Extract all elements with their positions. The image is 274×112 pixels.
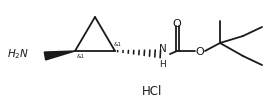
Text: HCl: HCl xyxy=(142,85,162,98)
Polygon shape xyxy=(44,52,75,60)
Text: &1: &1 xyxy=(114,42,122,47)
Text: N: N xyxy=(159,44,167,54)
Text: $H_2N$: $H_2N$ xyxy=(7,47,29,60)
Text: H: H xyxy=(160,59,166,68)
Text: O: O xyxy=(196,47,204,56)
Text: &1: &1 xyxy=(77,54,85,58)
Text: O: O xyxy=(173,19,181,29)
